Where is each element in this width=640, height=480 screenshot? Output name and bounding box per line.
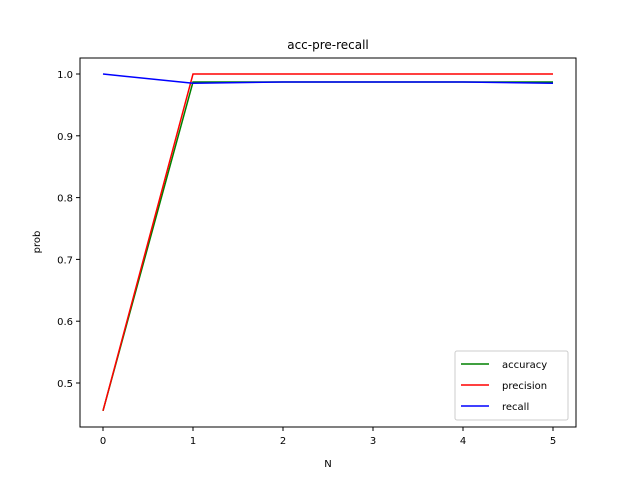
legend: accuracy precision recall [454,350,569,421]
x-tick-label: 4 [460,436,466,447]
y-tick-label: 0.6 [57,317,73,328]
x-axis-ticks: 0 1 2 3 4 5 [100,427,556,447]
legend-label-accuracy: accuracy [502,360,547,371]
y-tick-label: 0.7 [57,255,73,266]
axes-frame [79,57,577,428]
x-tick-label: 5 [550,436,556,447]
legend-label-precision: precision [502,381,547,392]
series-line-precision [102,73,553,412]
legend-label-recall: recall [502,402,529,413]
x-tick-label: 0 [100,436,106,447]
series-line-recall [102,73,554,85]
chart-title: acc-pre-recall [287,38,369,52]
plot-area [102,73,554,412]
x-tick-label: 3 [370,436,376,447]
y-tick-label: 0.9 [57,132,73,143]
legend-box [454,350,569,421]
x-axis-label: N [324,459,331,470]
y-tick-label: 1.0 [57,70,73,81]
y-tick-label: 0.8 [57,194,73,205]
x-tick-label: 2 [280,436,286,447]
x-tick-label: 1 [190,436,196,447]
y-axis-ticks: 0.5 0.6 0.7 0.8 0.9 1.0 [57,70,80,390]
y-axis-label: prob [32,231,43,254]
y-tick-label: 0.5 [57,379,73,390]
